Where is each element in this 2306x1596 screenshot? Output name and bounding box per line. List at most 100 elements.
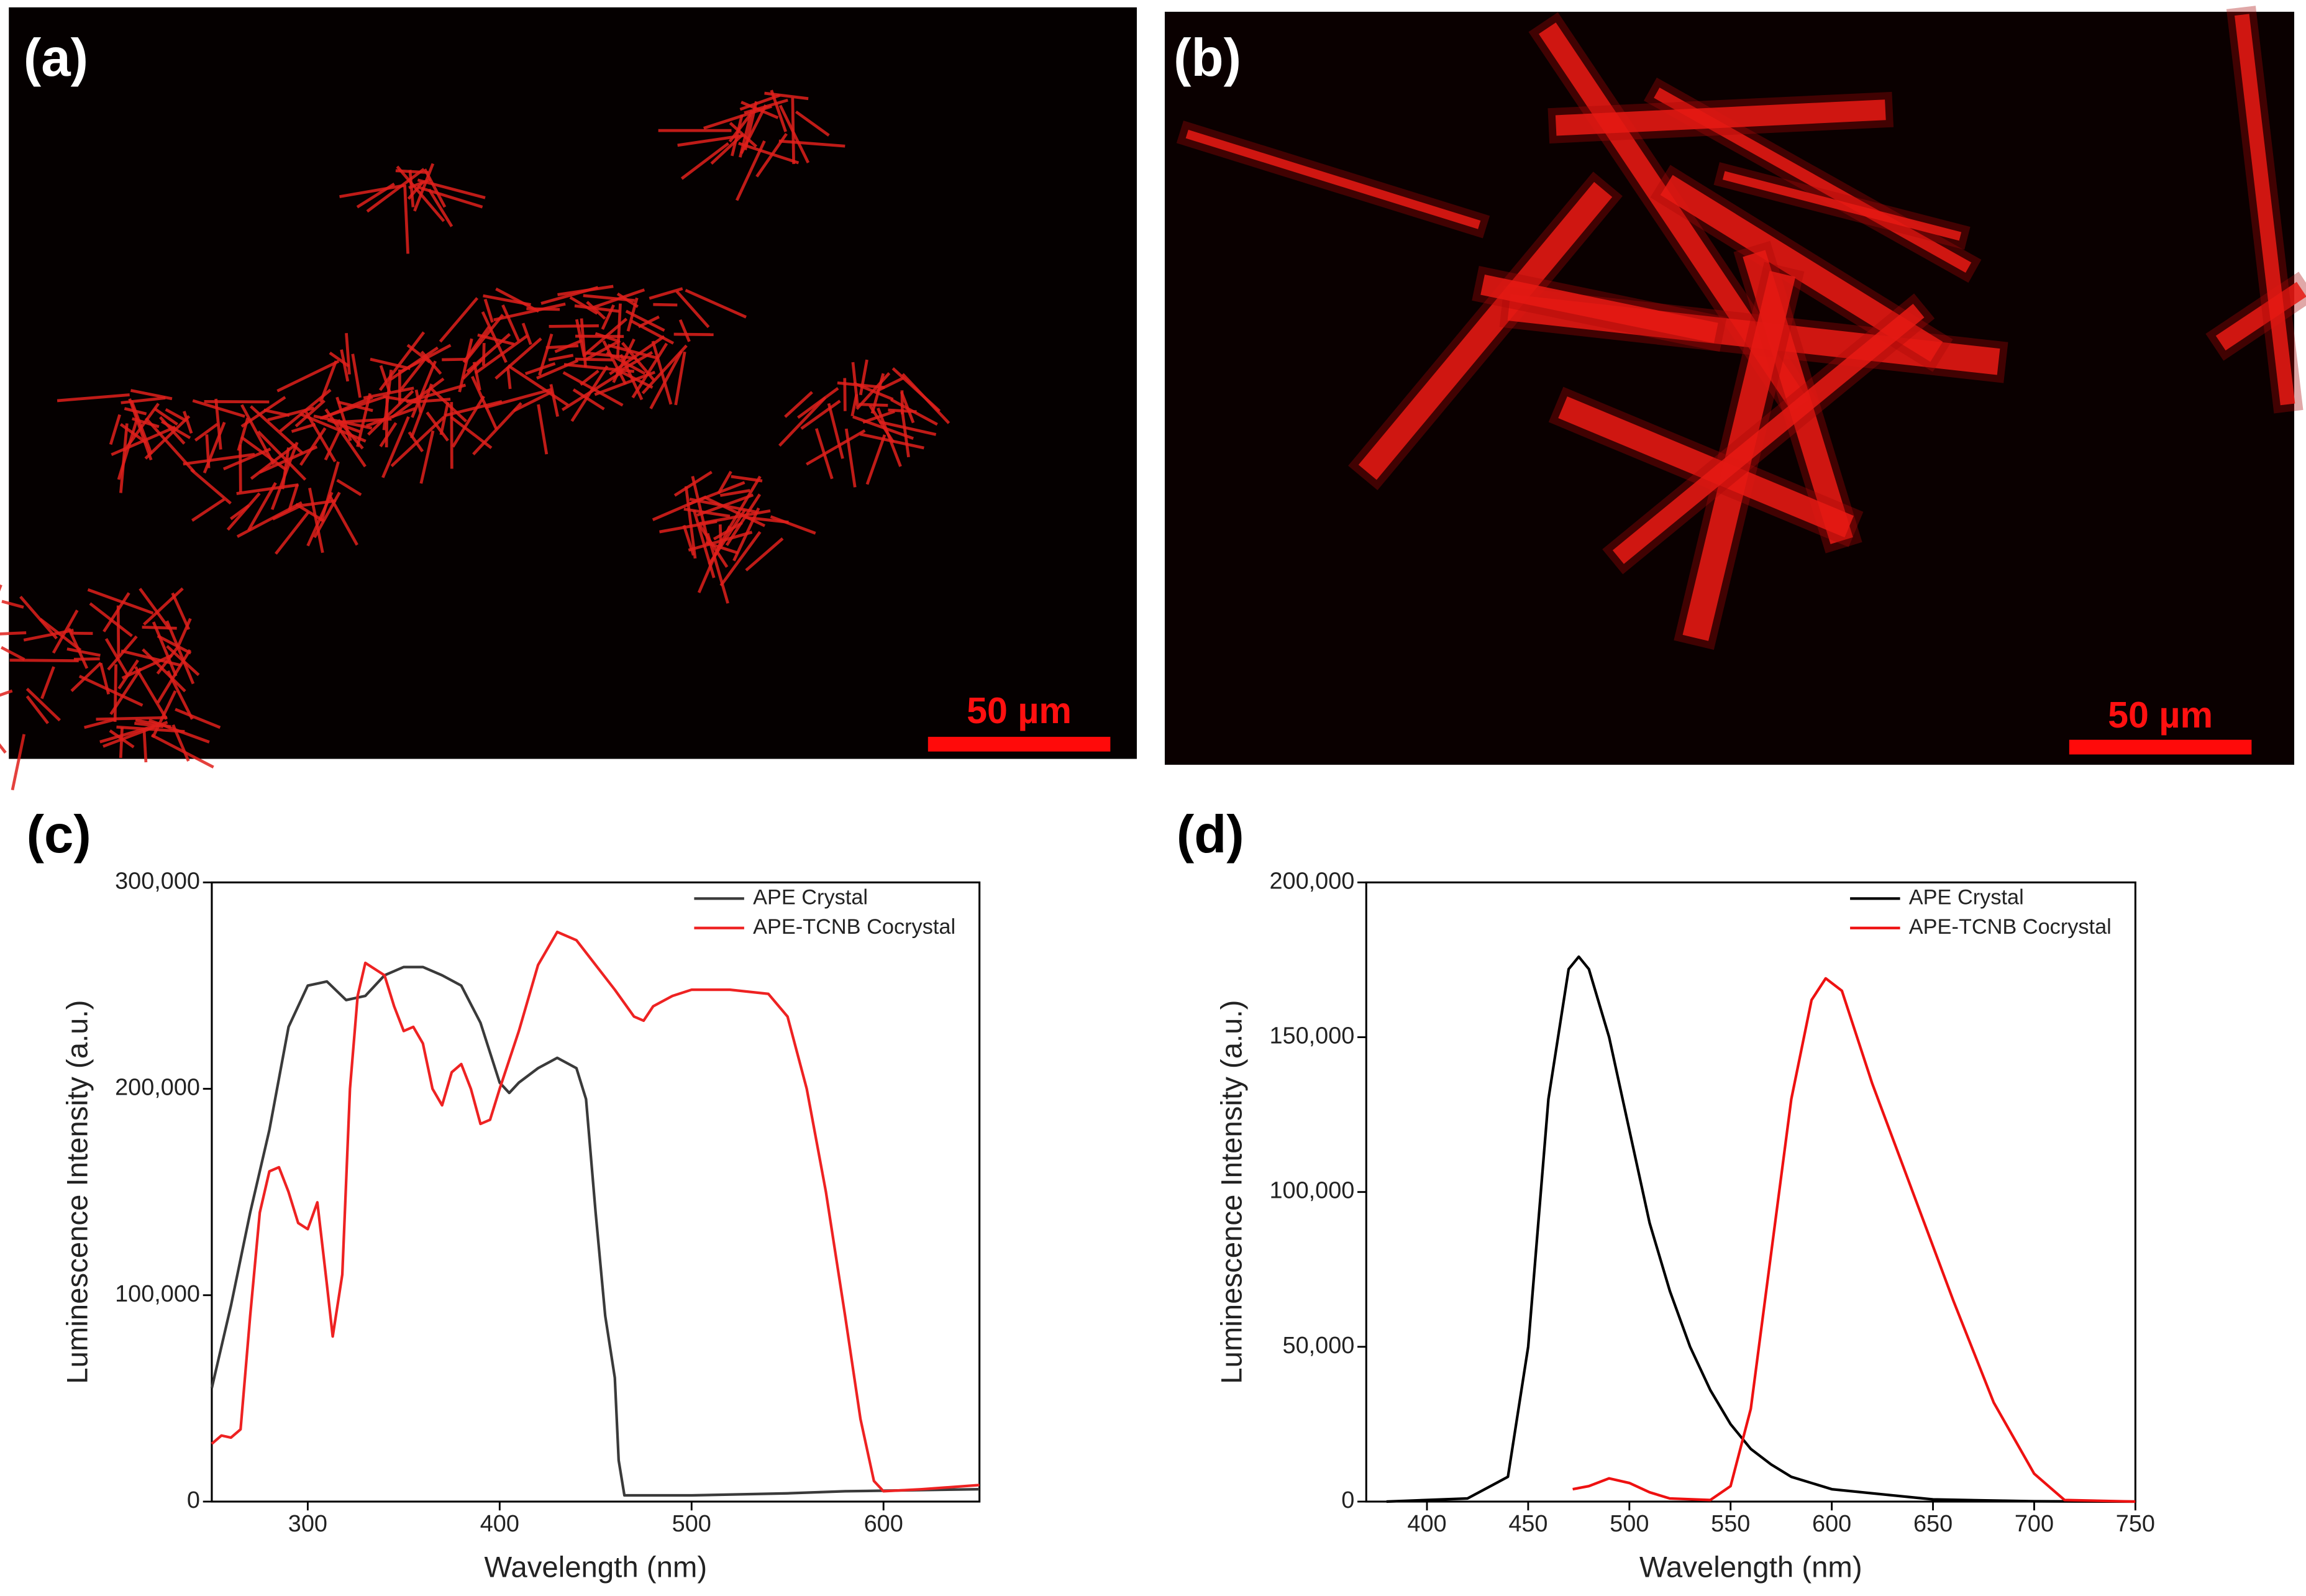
crystal: [719, 531, 762, 587]
series-line: [210, 965, 980, 1497]
crystal: [784, 391, 813, 418]
crystal: [521, 322, 532, 345]
crystal: [40, 666, 55, 700]
crystal: [247, 482, 277, 531]
crystal: [192, 399, 245, 418]
crystal: [537, 404, 549, 455]
crystal: [366, 407, 416, 427]
crystal: [406, 383, 467, 404]
crystal: [675, 290, 710, 329]
crystal: [157, 634, 192, 655]
series-line: [211, 930, 980, 1493]
crystal: [66, 647, 101, 657]
crystal: [70, 662, 103, 692]
crystal: [1480, 275, 1718, 344]
crystal: [142, 730, 148, 763]
crystal: [299, 413, 367, 443]
crystal: [171, 592, 191, 631]
crystal: [844, 428, 857, 488]
crystal: [673, 470, 713, 497]
series-line: [1572, 977, 2136, 1503]
crystal: [740, 104, 767, 154]
crystal: [549, 384, 559, 417]
crystal: [190, 468, 232, 505]
crystal: [324, 419, 346, 461]
plot-frame: [211, 881, 981, 1503]
crystal: [719, 489, 750, 497]
crystal: [637, 315, 660, 329]
crystal: [451, 395, 485, 448]
y-tick-label: 0: [187, 1487, 200, 1513]
x-tick-label: 300: [288, 1511, 327, 1537]
crystal: [109, 729, 135, 749]
crystal: [426, 411, 449, 442]
crystal: [319, 394, 388, 420]
crystal: [513, 390, 554, 413]
crystal: [39, 618, 82, 652]
crystal: [649, 350, 683, 409]
y-tick-label: 300,000: [115, 868, 200, 894]
y-axis-title: Luminescence Intensity (a.u.): [61, 1000, 94, 1384]
crystal: [87, 588, 154, 615]
crystal: [121, 649, 182, 667]
x-tick-label: 500: [672, 1511, 711, 1537]
crystal: [741, 101, 779, 119]
crystal: [586, 301, 606, 320]
crystal: [411, 360, 437, 418]
crystal: [689, 498, 757, 514]
crystal: [685, 288, 747, 319]
crystal: [230, 504, 250, 521]
crystal: [240, 435, 287, 471]
crystal: [205, 434, 211, 468]
crystal: [121, 396, 166, 404]
crystal: [427, 188, 453, 227]
crystal: [370, 357, 411, 370]
crystals: [1176, 6, 2306, 650]
crystal: [524, 362, 556, 375]
crystal: [191, 498, 226, 522]
panel-label: (c): [27, 805, 91, 864]
series-line: [1386, 955, 2136, 1503]
crystal: [142, 626, 177, 630]
crystal: [494, 337, 542, 380]
crystal: [548, 353, 574, 362]
crystal: [1612, 303, 1925, 564]
x-tick-label: 450: [1508, 1511, 1547, 1537]
crystal: [52, 609, 79, 654]
crystal: [680, 142, 729, 180]
crystal: [717, 470, 732, 495]
scale-bar-label: 50 µm: [967, 690, 1072, 731]
crystal: [1660, 175, 1943, 362]
x-tick-label: 650: [1913, 1511, 1953, 1537]
crystal: [378, 331, 426, 391]
crystal: [183, 411, 193, 434]
x-tick-label: 750: [2116, 1511, 2155, 1537]
crystal: [150, 734, 214, 768]
crystal: [536, 359, 579, 380]
crystal: [569, 296, 598, 315]
crystal: [442, 357, 466, 362]
crystal: [121, 654, 173, 680]
crystal: [276, 360, 340, 393]
x-tick-label: 550: [1711, 1511, 1750, 1537]
crystal: [853, 381, 894, 401]
crystal: [800, 399, 841, 430]
crystal: [84, 718, 116, 729]
crystal: [1, 600, 24, 609]
crystal: [152, 621, 178, 677]
crystal: [379, 422, 398, 448]
crystal: [320, 461, 340, 522]
crystal: [583, 317, 628, 357]
crystal: [145, 417, 196, 473]
x-axis-title: Wavelength (nm): [484, 1551, 707, 1584]
crystal: [673, 332, 714, 336]
crystal: [104, 637, 129, 676]
crystal: [240, 404, 275, 465]
crystal: [25, 695, 50, 724]
crystal: [308, 487, 324, 554]
crystal: [345, 332, 351, 375]
crystal: [704, 496, 766, 527]
crystal: [116, 605, 121, 657]
crystal: [25, 688, 61, 722]
